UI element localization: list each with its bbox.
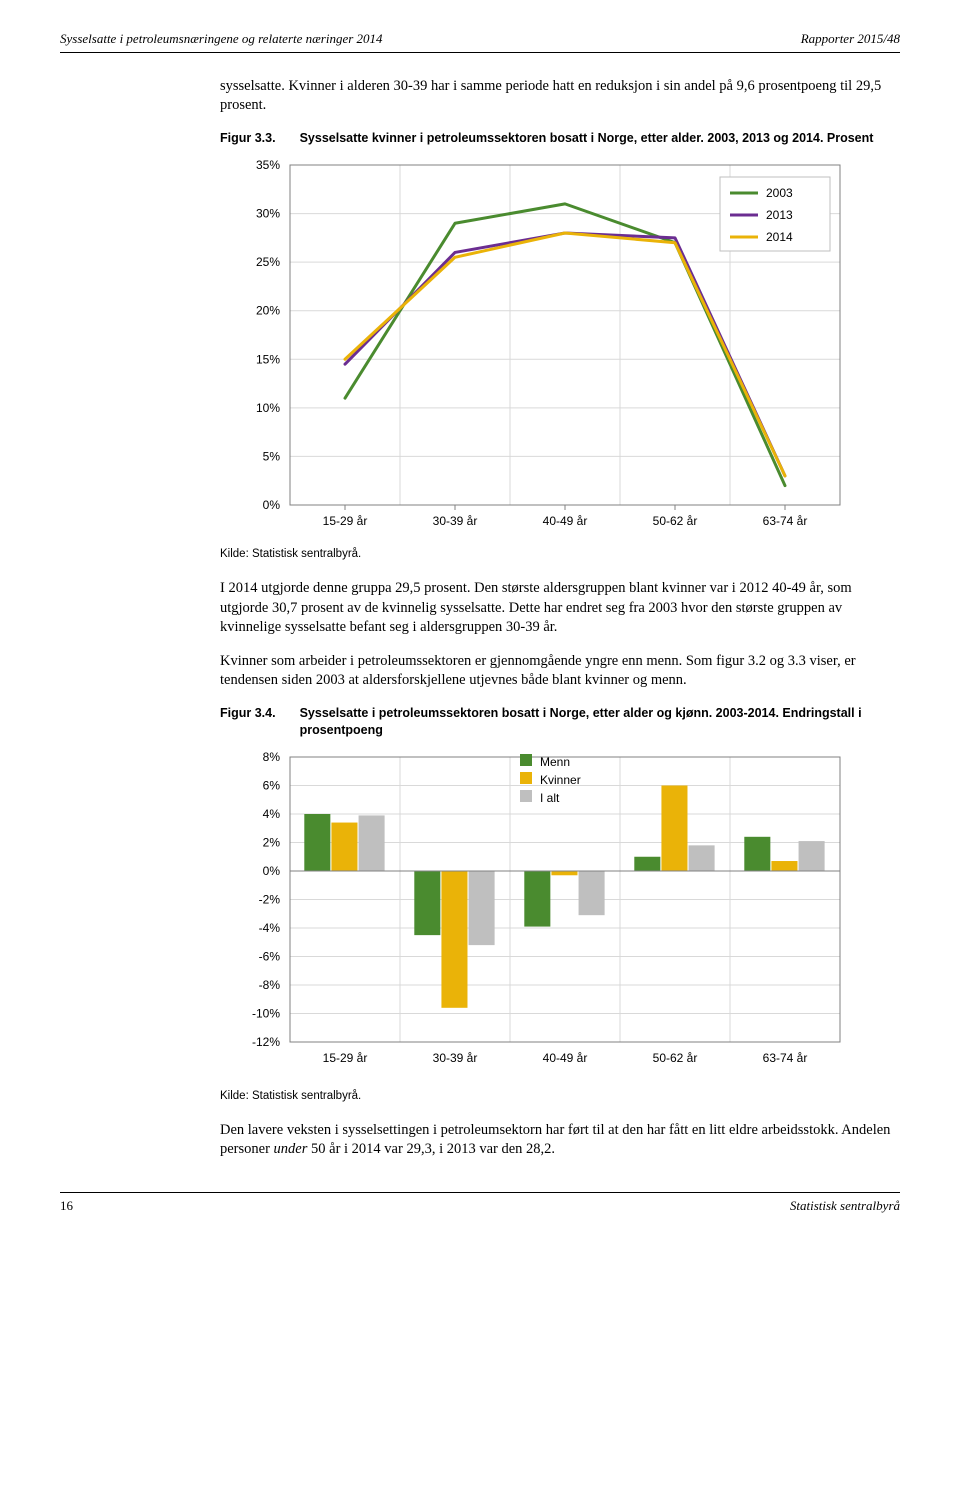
svg-text:63-74 år: 63-74 år: [763, 514, 808, 528]
svg-text:15%: 15%: [256, 352, 280, 366]
figure-3-4-caption: Figur 3.4. Sysselsatte i petroleumssekto…: [220, 705, 900, 739]
figure-3-3-chart: 0% 5% 10% 15% 20% 25% 30% 35% 15-29 år 30-39 år 40…: [220, 155, 900, 542]
para4-post: 50 år i 2014 var 29,3, i 2013 var den 28…: [307, 1141, 555, 1157]
svg-text:5%: 5%: [263, 449, 281, 463]
svg-text:I alt: I alt: [540, 791, 560, 805]
figure-3-3-source: Kilde: Statistisk sentralbyrå.: [220, 547, 900, 563]
svg-text:30-39 år: 30-39 år: [433, 514, 478, 528]
svg-text:15-29 år: 15-29 år: [323, 514, 368, 528]
figure-3-4-chart: -12% -10% -8% -6% -4% -2% 0% 2% 4% 6% 8% 15-29 år 30…: [220, 747, 900, 1084]
svg-text:4%: 4%: [263, 807, 281, 821]
svg-text:2014: 2014: [766, 230, 793, 244]
content-column: sysselsatte. Kvinner i alderen 30-39 har…: [220, 77, 900, 1161]
figure-title: Sysselsatte kvinner i petroleumssektoren…: [300, 130, 874, 147]
svg-text:15-29 år: 15-29 år: [323, 1051, 368, 1065]
svg-text:-8%: -8%: [259, 978, 281, 992]
svg-text:30-39 år: 30-39 år: [433, 1051, 478, 1065]
svg-text:-6%: -6%: [259, 949, 281, 963]
svg-text:-10%: -10%: [252, 1006, 280, 1020]
svg-text:2013: 2013: [766, 208, 793, 222]
paragraph-4: Den lavere veksten i sysselsettingen i p…: [220, 1121, 900, 1160]
figure-3-4-source: Kilde: Statistisk sentralbyrå.: [220, 1089, 900, 1105]
intro-paragraph: sysselsatte. Kvinner i alderen 30-39 har…: [220, 77, 900, 116]
svg-text:-4%: -4%: [259, 921, 281, 935]
svg-text:63-74 år: 63-74 år: [763, 1051, 808, 1065]
svg-text:40-49 år: 40-49 år: [543, 514, 588, 528]
svg-text:40-49 år: 40-49 år: [543, 1051, 588, 1065]
figure-number: Figur 3.4.: [220, 705, 276, 739]
page-footer: 16 Statistisk sentralbyrå: [60, 1192, 900, 1215]
svg-text:Kvinner: Kvinner: [540, 773, 581, 787]
svg-text:6%: 6%: [263, 778, 281, 792]
svg-text:-2%: -2%: [259, 892, 281, 906]
figure-title: Sysselsatte i petroleumssektoren bosatt …: [300, 705, 900, 739]
svg-text:Menn: Menn: [540, 755, 570, 769]
svg-text:0%: 0%: [263, 864, 281, 878]
paragraph-3: Kvinner som arbeider i petroleumssektore…: [220, 652, 900, 691]
svg-text:30%: 30%: [256, 206, 280, 220]
page-number: 16: [60, 1197, 73, 1215]
page-header: Sysselsatte i petroleumsnæringene og rel…: [60, 30, 900, 53]
svg-text:2%: 2%: [263, 835, 281, 849]
svg-text:50-62 år: 50-62 år: [653, 1051, 698, 1065]
svg-text:35%: 35%: [256, 158, 280, 172]
svg-text:20%: 20%: [256, 303, 280, 317]
svg-text:10%: 10%: [256, 400, 280, 414]
figure-number: Figur 3.3.: [220, 130, 276, 147]
footer-right: Statistisk sentralbyrå: [790, 1197, 900, 1215]
svg-text:25%: 25%: [256, 255, 280, 269]
svg-text:0%: 0%: [263, 498, 281, 512]
line-chart-svg: 0% 5% 10% 15% 20% 25% 30% 35% 15-29 år 30-39 år 40…: [220, 155, 860, 535]
figure-3-3-caption: Figur 3.3. Sysselsatte kvinner i petrole…: [220, 130, 900, 147]
paragraph-2: I 2014 utgjorde denne gruppa 29,5 prosen…: [220, 579, 900, 638]
svg-text:50-62 år: 50-62 år: [653, 514, 698, 528]
header-left: Sysselsatte i petroleumsnæringene og rel…: [60, 30, 383, 48]
svg-text:-12%: -12%: [252, 1035, 280, 1049]
para4-italic: under: [274, 1141, 308, 1157]
svg-text:8%: 8%: [263, 750, 281, 764]
svg-text:2003: 2003: [766, 186, 793, 200]
header-right: Rapporter 2015/48: [801, 30, 900, 48]
bar-chart-svg: -12% -10% -8% -6% -4% -2% 0% 2% 4% 6% 8% 15-29 år 30…: [220, 747, 860, 1077]
